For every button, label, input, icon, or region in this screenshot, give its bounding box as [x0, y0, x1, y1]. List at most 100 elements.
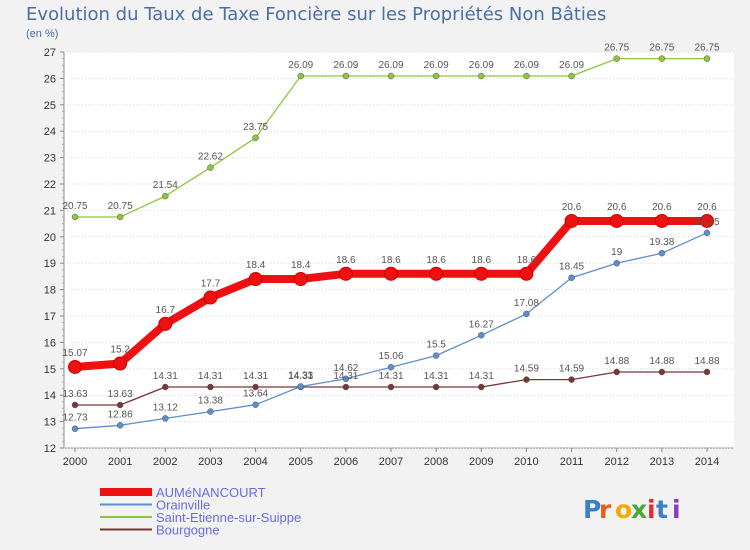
data-label: 17.7 [201, 279, 221, 290]
data-point [207, 383, 214, 391]
x-axis: 2000 2001 2002 2003 2004 2005 2006 2007 2008 2009… [63, 448, 719, 468]
chart-title: Evolution du Taux de Taxe Foncière sur l… [26, 4, 607, 25]
data-label: 14.31 [243, 371, 268, 382]
data-point [71, 213, 79, 221]
data-point [658, 368, 666, 376]
data-label: 16.7 [156, 305, 176, 316]
data-label: 20.6 [697, 202, 717, 213]
data-label: 14.88 [694, 356, 719, 367]
data-label: 22.62 [198, 152, 223, 163]
y-tick-label: 14 [44, 390, 56, 402]
data-point [523, 310, 530, 318]
data-point [703, 229, 711, 237]
data-point [71, 425, 79, 432]
data-label: 12.86 [108, 409, 133, 420]
data-point [429, 266, 444, 281]
x-tick-label: 2007 [379, 456, 403, 468]
data-label: 13.64 [243, 389, 268, 400]
y-tick-label: 20 [44, 232, 56, 244]
data-label: 18.4 [246, 260, 266, 271]
data-point [703, 368, 711, 376]
x-tick-label: 2002 [153, 456, 177, 468]
data-point [568, 72, 575, 80]
data-label: 26.75 [694, 43, 719, 54]
data-point [297, 72, 304, 80]
x-tick-label: 2009 [469, 456, 493, 468]
data-point [116, 422, 124, 429]
logo-letter: i [672, 495, 681, 524]
data-point [207, 408, 214, 415]
x-tick-label: 2011 [560, 456, 584, 468]
y-tick-label: 19 [44, 258, 56, 270]
data-label: 23.75 [243, 122, 268, 133]
data-label: 13.63 [62, 389, 87, 400]
data-point [68, 359, 82, 374]
data-point [703, 55, 711, 62]
data-point [432, 352, 440, 359]
data-label: 26.09 [469, 60, 494, 71]
y-axis: 12 13 14 15 16 17 18 19 20 21 22 23 24 25 26 27 [44, 47, 734, 455]
logo-letter: i [647, 495, 656, 524]
data-label: 15.07 [62, 348, 87, 359]
data-label: 13.12 [153, 402, 178, 413]
x-tick-label: 2008 [424, 456, 448, 468]
data-label: 18.6 [426, 255, 446, 266]
data-point [297, 383, 304, 390]
data-label: 20.15 [694, 217, 719, 228]
data-label: 14.31 [153, 371, 178, 382]
data-label: 26.09 [559, 60, 584, 71]
x-tick-label: 2014 [695, 456, 719, 468]
data-point [432, 72, 440, 80]
x-tick-label: 2010 [514, 456, 538, 468]
x-tick-label: 2000 [63, 456, 87, 468]
data-point [658, 55, 666, 62]
data-label: 20.6 [652, 202, 672, 213]
data-point [568, 274, 575, 281]
data-label: 14.31 [424, 371, 449, 382]
data-label: 18.6 [336, 255, 356, 266]
y-tick-label: 25 [44, 100, 56, 112]
data-label: 26.75 [649, 43, 674, 54]
data-point [387, 363, 395, 371]
data-label: 19.38 [649, 237, 674, 248]
data-label: 26.09 [333, 60, 358, 71]
y-tick-label: 26 [44, 73, 56, 85]
data-point [162, 383, 169, 391]
proxiti-logo: Pr ox i t i [583, 495, 681, 524]
data-label: 14.31 [333, 371, 358, 382]
data-point [252, 134, 259, 142]
data-point [338, 266, 353, 281]
data-point [478, 72, 485, 80]
logo-letter: o [615, 495, 632, 524]
data-label: 18.6 [472, 255, 492, 266]
data-label: 15.2 [110, 345, 130, 356]
data-point [432, 383, 440, 391]
data-label: 13.63 [108, 389, 133, 400]
data-point [248, 272, 263, 287]
data-label: 26.09 [514, 60, 539, 71]
data-point [523, 72, 530, 80]
x-tick-label: 2013 [650, 456, 674, 468]
data-point [342, 383, 350, 391]
data-label: 18.45 [559, 262, 584, 273]
data-label: 14.59 [559, 364, 584, 375]
unit-label: (en %) [26, 28, 59, 40]
data-point [387, 72, 395, 80]
data-label: 14.31 [469, 371, 494, 382]
data-label: 20.75 [108, 201, 133, 212]
data-label: 17.08 [514, 298, 539, 309]
legend-label: AUMéNANCOURT [156, 485, 266, 500]
logo-letter: x [631, 495, 647, 524]
series-group [68, 55, 714, 432]
logo-letter: P [583, 495, 601, 524]
data-label: 20.75 [62, 201, 87, 212]
legend-label: Bourgogne [156, 523, 220, 538]
data-point [384, 266, 398, 281]
y-tick-label: 16 [44, 337, 56, 349]
data-label: 14.31 [288, 371, 313, 382]
data-label: 26.09 [378, 60, 403, 71]
data-label: 26.09 [288, 60, 313, 71]
data-point [113, 356, 128, 371]
